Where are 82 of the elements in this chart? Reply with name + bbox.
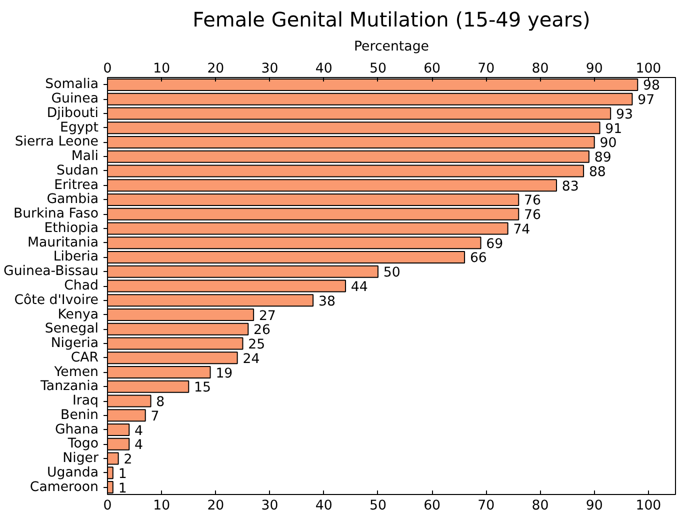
y-tick-label: Niger	[62, 451, 100, 466]
y-tick-label: Guinea-Bissau	[4, 264, 99, 280]
data-label: 1	[118, 466, 127, 482]
x2-tick-label: 20	[207, 498, 224, 512]
y-tick-label: Benin	[60, 408, 99, 423]
x-tick-label: 20	[207, 62, 224, 76]
data-label: 98	[643, 78, 660, 94]
data-label: 38	[318, 294, 336, 310]
data-label: 15	[194, 380, 212, 396]
data-label: 2	[124, 452, 132, 468]
data-label: 26	[254, 323, 271, 338]
x2-tick-label: 30	[261, 498, 278, 512]
y-tick-label: Ethiopia	[44, 220, 99, 236]
x2-tick-label: 60	[424, 498, 441, 512]
y-tick-label: Somalia	[45, 77, 99, 92]
y-tick-label: Ghana	[54, 422, 99, 438]
data-label: 25	[248, 338, 266, 353]
data-label: 24	[242, 352, 260, 367]
y-tick-label: Togo	[66, 436, 99, 452]
data-label: 66	[470, 251, 487, 266]
x-tick-label: 90	[586, 62, 603, 76]
data-label: 4	[134, 438, 144, 454]
x2-tick-label: 80	[532, 498, 549, 512]
x-tick-label: 60	[424, 62, 441, 76]
y-tick-label: Guinea	[51, 92, 99, 107]
data-label: 8	[156, 395, 165, 410]
chart-title: Female Genital Mutilation (15-49 years)	[192, 8, 590, 32]
data-label: 91	[605, 122, 622, 137]
y-tick-label: Mauritania	[27, 235, 99, 250]
x2-tick-label: 50	[369, 498, 386, 512]
x-tick-label: 70	[478, 62, 495, 76]
data-label: 27	[258, 308, 276, 324]
x-tick-label: 50	[369, 62, 386, 76]
y-tick-label: Côte d'Ivoire	[14, 292, 99, 308]
data-label: 76	[524, 208, 541, 224]
y-tick-label: Chad	[64, 278, 99, 294]
data-label: 44	[350, 280, 368, 295]
y-tick-label: Sudan	[56, 163, 98, 178]
y-tick-label: Burkina Faso	[13, 206, 99, 222]
y-tick-label: Uganda	[47, 465, 99, 480]
x-tick-label: 40	[315, 62, 332, 76]
data-label: 50	[383, 266, 400, 281]
y-tick-label: Egypt	[60, 120, 99, 136]
data-label: 1	[118, 481, 127, 496]
y-tick-label: Kenya	[58, 307, 99, 322]
y-tick-label: Mali	[71, 149, 99, 164]
x-tick-label: 80	[532, 62, 549, 76]
data-label: 83	[562, 179, 579, 194]
y-tick-label: Nigeria	[50, 336, 99, 352]
x2-tick-label: 100	[636, 498, 662, 512]
data-label: 93	[616, 107, 633, 122]
data-label: 4	[134, 424, 144, 439]
data-label: 69	[486, 236, 504, 252]
x-tick-label: 10	[153, 62, 170, 76]
y-tick-label: Yemen	[53, 364, 98, 380]
y-tick-label: Liberia	[53, 250, 98, 265]
data-label: 76	[524, 194, 541, 209]
y-tick-label: CAR	[70, 350, 99, 366]
data-label: 89	[594, 150, 612, 166]
x2-tick-label: 40	[315, 498, 332, 512]
y-tick-label: Tanzania	[39, 379, 98, 394]
y-tick-label: Gambia	[46, 192, 99, 208]
y-tick-label: Iraq	[72, 394, 99, 409]
data-label: 97	[638, 93, 655, 108]
y-tick-label: Cameroon	[30, 480, 99, 495]
y-tick-label: Eritrea	[54, 178, 99, 193]
data-label: 7	[150, 409, 160, 424]
x2-tick-label: 0	[103, 498, 112, 512]
x2-axis-title: Percentage	[354, 40, 429, 54]
data-label: 19	[216, 366, 233, 382]
y-tick-label: Senegal	[44, 322, 99, 337]
x2-tick-label: 10	[153, 498, 170, 512]
y-tick-label: Djibouti	[46, 106, 99, 121]
x2-tick-label: 70	[478, 498, 495, 512]
x-tick-label: 100	[636, 62, 662, 76]
data-label: 74	[513, 222, 530, 238]
data-label: 90	[600, 136, 617, 152]
y-tick-label: Sierra Leone	[14, 134, 99, 150]
x-tick-label: 30	[261, 62, 278, 76]
x-tick-label: 0	[103, 62, 112, 76]
data-label: 88	[588, 164, 606, 180]
x2-tick-label: 90	[586, 498, 603, 512]
